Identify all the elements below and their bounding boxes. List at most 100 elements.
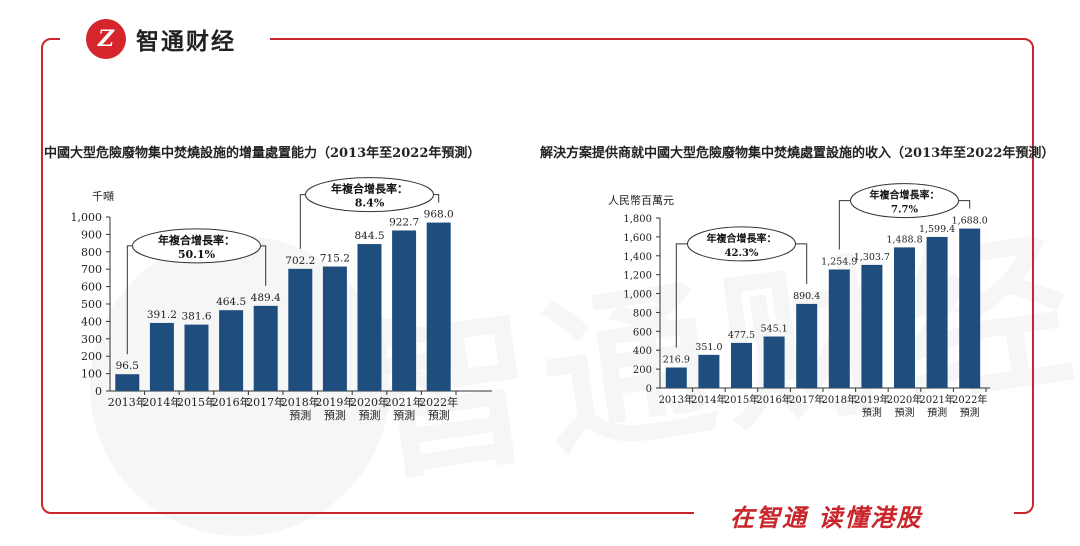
data-label: 890.4 — [793, 291, 820, 302]
x-tick-label: 預測 — [289, 408, 311, 422]
y-tick-label: 300 — [81, 333, 102, 346]
cagr-bubble — [850, 183, 959, 219]
bar — [731, 342, 752, 388]
x-tick-label: 2014年 — [142, 395, 181, 409]
cagr-label: 年複合增長率： — [158, 233, 235, 247]
bar — [763, 336, 785, 388]
x-tick-label: 預測 — [895, 406, 915, 419]
chart-2-title: 解決方案提供商就中國大型危險廢物集中焚燒處置設施的收入（2013年至2022年預… — [540, 146, 1055, 161]
x-tick-label: 2014年 — [691, 393, 726, 406]
y-tick-label: 900 — [81, 228, 102, 241]
bar — [959, 228, 981, 388]
chart-1-title: 中國大型危險廢物集中焚燒設施的增量處置能力（2013年至2022年預測） — [44, 146, 481, 161]
x-tick-label: 預測 — [428, 408, 450, 422]
y-tick-label: 1,800 — [623, 214, 652, 225]
data-label: 477.5 — [728, 330, 755, 341]
cagr-bubble — [305, 177, 434, 213]
data-label: 1,488.8 — [886, 234, 922, 245]
data-label: 391.2 — [147, 309, 177, 321]
y-tick-label: 0 — [646, 384, 652, 395]
cagr-bubble — [132, 228, 261, 264]
data-label: 96.5 — [116, 360, 139, 372]
data-label: 1,688.0 — [952, 216, 988, 227]
x-tick-label: 2013年 — [659, 393, 694, 406]
y-tick-label: 200 — [633, 365, 652, 376]
y-tick-label: 1,400 — [623, 252, 652, 263]
x-tick-label: 2016年 — [756, 393, 791, 406]
content-frame — [41, 38, 1034, 514]
x-tick-label: 預測 — [960, 406, 980, 419]
y-tick-label: 100 — [81, 368, 102, 381]
bar — [115, 374, 140, 391]
brand-logo: Z 智通财经 — [86, 17, 236, 61]
x-tick-label: 2019年 — [315, 395, 354, 409]
x-tick-label: 2015年 — [724, 393, 759, 406]
x-tick-label: 預測 — [359, 408, 381, 422]
data-label: 922.7 — [389, 216, 419, 228]
data-label: 464.5 — [216, 296, 246, 308]
x-tick-label: 2018年 — [822, 393, 857, 406]
x-tick-label: 預測 — [862, 406, 882, 419]
x-tick-label: 2020年 — [350, 395, 389, 409]
brand-name: 智通财经 — [136, 29, 236, 55]
data-label: 1,599.4 — [919, 224, 955, 235]
data-label: 968.0 — [424, 209, 454, 221]
x-tick-label: 預測 — [927, 406, 947, 419]
cagr-value: 7.7% — [891, 205, 918, 216]
y-tick-label: 1,200 — [623, 271, 652, 282]
x-tick-label: 2022年 — [952, 393, 987, 406]
y-tick-label: 700 — [81, 263, 102, 276]
x-tick-label: 2019年 — [854, 393, 889, 406]
chart-2-unit: 人民幣百萬元 — [608, 194, 674, 207]
x-tick-label: 2021年 — [919, 393, 954, 406]
bar — [894, 247, 915, 388]
data-label: 489.4 — [251, 292, 281, 304]
data-label: 1,254.9 — [821, 256, 857, 267]
bar — [184, 324, 209, 391]
bar — [926, 236, 948, 388]
data-label: 702.2 — [285, 255, 315, 267]
x-tick-label: 2013年 — [108, 395, 147, 409]
bar — [426, 222, 451, 391]
bar — [288, 268, 313, 391]
x-tick-label: 2020年 — [887, 393, 922, 406]
x-tick-label: 2021年 — [385, 395, 424, 409]
cagr-bubble — [687, 226, 796, 262]
y-tick-label: 1,000 — [71, 211, 103, 224]
data-label: 844.5 — [354, 230, 384, 242]
x-tick-label: 預測 — [324, 408, 346, 422]
y-tick-label: 800 — [633, 308, 652, 319]
x-tick-label: 2017年 — [246, 395, 285, 409]
y-tick-label: 500 — [81, 298, 102, 311]
y-tick-label: 1,000 — [623, 290, 652, 301]
bar — [322, 266, 347, 391]
footer-gap — [694, 492, 1014, 538]
bar — [392, 230, 417, 391]
y-tick-label: 400 — [81, 315, 102, 328]
cagr-label: 年複合增長率： — [707, 232, 777, 245]
data-label: 351.0 — [695, 342, 722, 353]
bar — [357, 244, 382, 391]
bar — [219, 310, 244, 391]
bar — [698, 354, 720, 388]
bar — [149, 322, 174, 391]
bar — [253, 305, 278, 391]
cagr-label: 年複合增長率： — [870, 189, 940, 202]
x-tick-label: 2018年 — [281, 395, 320, 409]
data-label: 381.6 — [181, 311, 211, 323]
x-tick-label: 預測 — [393, 408, 415, 422]
bar — [861, 264, 883, 388]
chart-1-unit: 千噸 — [92, 190, 114, 203]
x-tick-label: 2016年 — [212, 395, 251, 409]
data-label: 1,303.7 — [854, 252, 890, 263]
cagr-value: 42.3% — [725, 248, 759, 259]
bar — [665, 367, 687, 388]
y-tick-label: 600 — [633, 327, 652, 338]
cagr-value: 50.1% — [178, 248, 216, 261]
data-label: 216.9 — [663, 355, 690, 366]
data-label: 715.2 — [320, 253, 350, 265]
y-tick-label: 0 — [95, 385, 102, 398]
x-tick-label: 2017年 — [789, 393, 824, 406]
data-label: 545.1 — [760, 324, 787, 335]
